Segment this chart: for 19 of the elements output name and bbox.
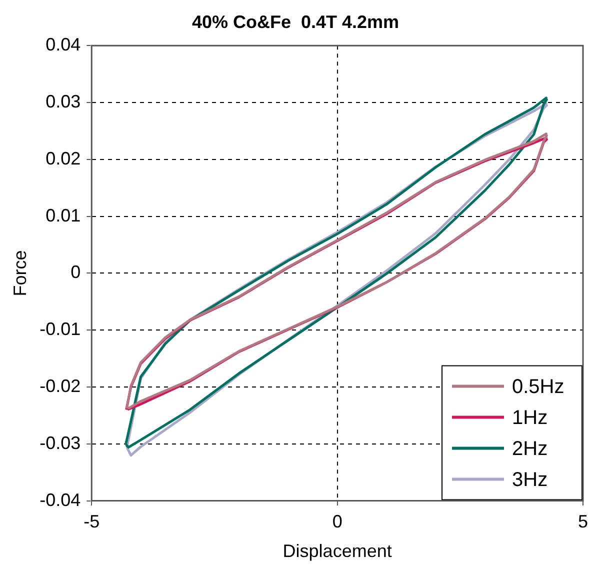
x-tick-label: 0 — [332, 512, 342, 532]
legend-label: 1Hz — [512, 406, 548, 429]
y-tick-label: -0.03 — [40, 432, 81, 453]
x-tick-label: 5 — [578, 512, 588, 532]
legend-label: 3Hz — [512, 468, 548, 491]
chart-title: 40% Co&Fe 0.4T 4.2mm — [192, 12, 400, 32]
y-tick-label: -0.02 — [40, 376, 81, 396]
y-tick-label: -0.04 — [40, 490, 81, 510]
y-tick-label: 0.03 — [46, 91, 81, 112]
y-tick-label: 0 — [70, 262, 81, 282]
y-tick-label: 0.02 — [46, 148, 81, 168]
y-tick-label: 0.01 — [46, 205, 81, 226]
y-tick-label: -0.01 — [40, 319, 81, 340]
legend-label: 0.5Hz — [512, 376, 564, 398]
legend-label: 2Hz — [512, 438, 548, 460]
x-axis-title: Displacement — [282, 541, 392, 562]
x-tick-label: -5 — [84, 512, 100, 532]
y-axis-title: Force — [10, 250, 30, 296]
y-tick-label: 0.04 — [46, 34, 81, 55]
